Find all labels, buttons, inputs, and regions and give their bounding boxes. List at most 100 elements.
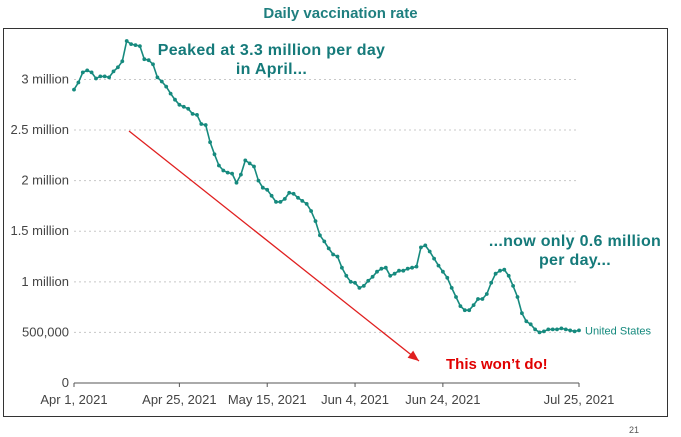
data-point (230, 171, 235, 176)
data-point (555, 327, 559, 332)
data-point (138, 44, 142, 48)
data-point (151, 62, 155, 67)
x-tick-label: Apr 25, 2021 (142, 392, 216, 407)
data-point (120, 59, 125, 64)
data-point (164, 84, 169, 89)
data-point (361, 284, 366, 288)
data-point (546, 327, 551, 332)
y-tick-label: 3 million (21, 71, 69, 86)
data-point (427, 249, 432, 254)
data-point (212, 152, 217, 157)
data-point (76, 80, 81, 85)
series-end-label: United States (585, 325, 652, 337)
data-point (256, 178, 261, 183)
data-point (190, 112, 195, 116)
data-point (498, 268, 502, 273)
data-point (419, 245, 423, 250)
data-point (181, 104, 186, 109)
data-point (80, 70, 85, 75)
x-axis-ticks: Apr 1, 2021 Apr 25, 2021 May 15, 2021 Jun 4… (40, 383, 614, 407)
data-point (260, 185, 265, 190)
data-point (225, 170, 230, 175)
y-tick-label: 0 (62, 375, 69, 390)
data-point (489, 280, 494, 285)
data-point (129, 42, 133, 46)
data-point (221, 168, 226, 173)
data-point (203, 123, 208, 127)
data-point (370, 274, 375, 279)
data-point (520, 311, 524, 316)
data-point (445, 275, 450, 280)
data-point (72, 87, 76, 92)
data-point (432, 256, 436, 261)
data-point (94, 76, 98, 81)
data-point (142, 57, 147, 62)
trend-arrowhead-icon (407, 350, 419, 361)
data-point (480, 297, 485, 301)
data-point (423, 243, 428, 248)
data-point (379, 266, 384, 271)
page-number: 21 (628, 425, 639, 435)
data-point (506, 273, 511, 278)
data-point (410, 265, 414, 270)
data-point (296, 195, 300, 200)
y-tick-label: 2.5 million (10, 122, 69, 137)
data-point (116, 65, 120, 70)
data-point (133, 43, 138, 47)
y-tick-label: 1.5 million (10, 223, 69, 238)
data-point (124, 39, 129, 43)
data-point (454, 295, 458, 299)
chart-title: Daily vaccination rate (263, 5, 418, 22)
data-point (458, 304, 463, 308)
data-point (265, 187, 270, 192)
data-point (357, 286, 362, 290)
warning-annotation: This won’t do! (446, 356, 548, 373)
data-point (195, 113, 199, 117)
data-point (252, 164, 256, 169)
data-point (401, 268, 406, 273)
data-point (449, 286, 454, 290)
data-point (572, 329, 577, 334)
data-point (493, 271, 498, 276)
data-point (199, 122, 204, 126)
downward-trend-arrow (128, 130, 420, 362)
data-point (462, 308, 467, 313)
data-point (366, 278, 371, 283)
y-axis-ticks: 0 500,000 1 million 1.5 million 2 million 2.5… (10, 71, 69, 390)
data-point (344, 273, 349, 278)
data-point (405, 266, 410, 271)
data-point (217, 163, 221, 168)
y-tick-label: 500,000 (22, 324, 69, 339)
data-point (300, 199, 305, 203)
line-chart: 0 500,000 1 million 1.5 million 2 million 2.5… (10, 39, 652, 407)
gridlines (74, 78, 579, 333)
data-point (502, 267, 507, 272)
data-point (484, 292, 489, 296)
data-point (177, 102, 182, 107)
data-point (383, 265, 388, 270)
data-point (515, 295, 520, 299)
data-point (186, 106, 191, 111)
data-point (234, 180, 239, 185)
data-point (282, 197, 287, 201)
data-point (388, 273, 393, 278)
data-point (173, 97, 177, 102)
data-point (471, 303, 476, 307)
data-point (309, 209, 313, 213)
x-tick-label: Jun 4, 2021 (321, 392, 389, 407)
data-point (155, 75, 160, 80)
data-point (331, 252, 335, 257)
data-point (441, 269, 445, 274)
current-rate-annotation: ...now only 0.6 million per day... (488, 233, 662, 269)
x-tick-label: Apr 1, 2021 (40, 392, 107, 407)
data-point (239, 172, 243, 177)
data-point (568, 328, 573, 333)
data-point (98, 74, 103, 79)
data-point (159, 79, 164, 84)
data-point (340, 265, 344, 270)
x-tick-label: May 15, 2021 (228, 392, 307, 407)
data-point (208, 140, 213, 145)
data-point (287, 190, 292, 195)
data-point (563, 327, 568, 332)
data-point (414, 264, 419, 269)
